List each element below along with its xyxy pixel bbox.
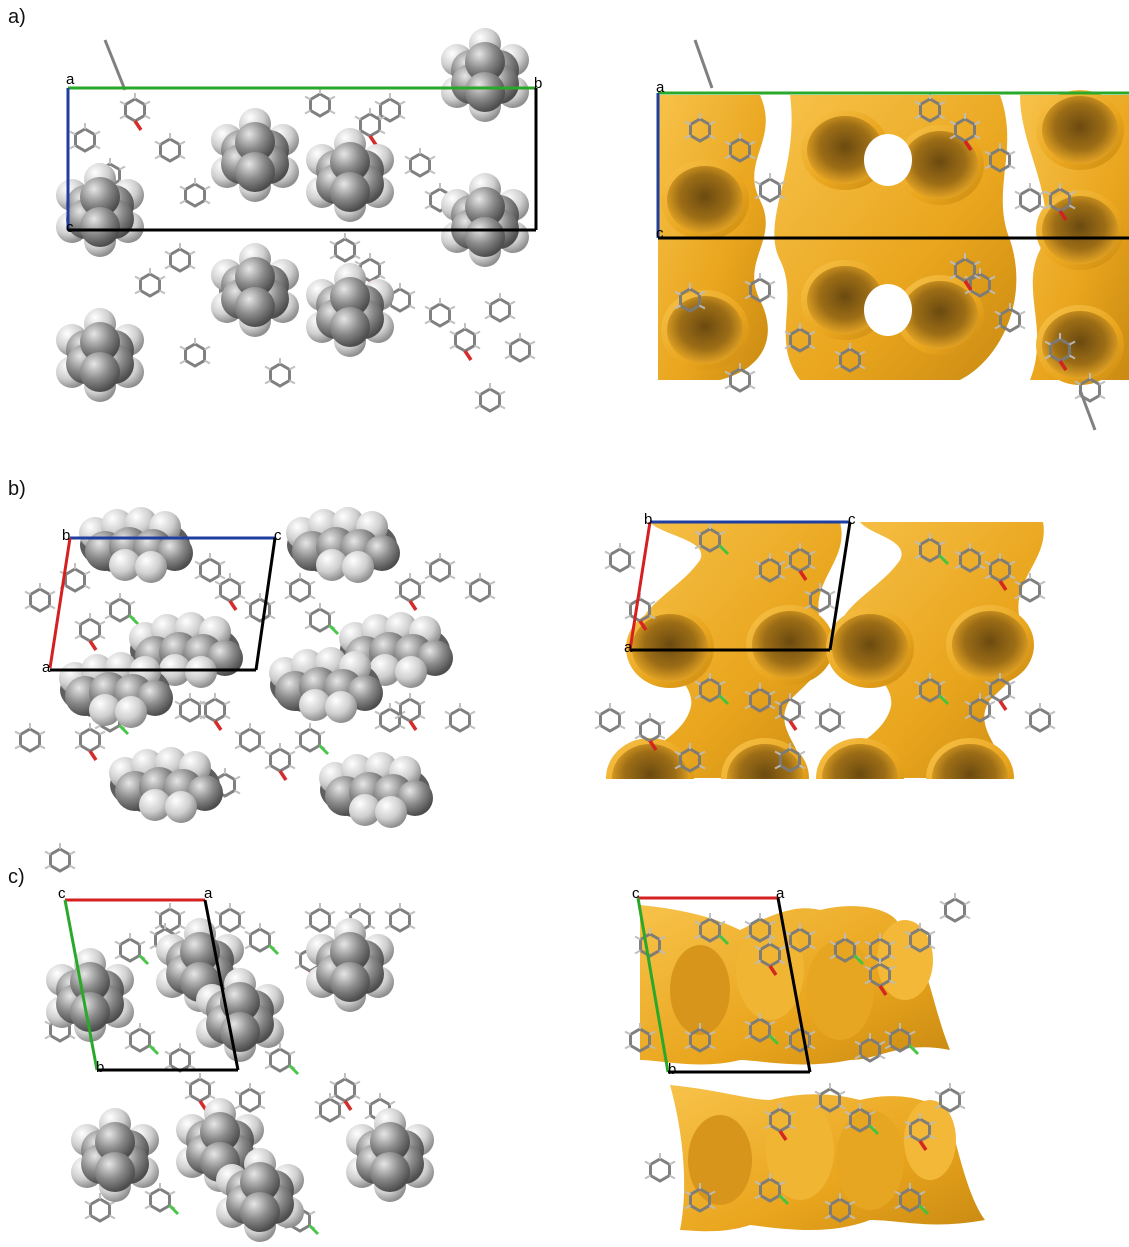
axis-label: c	[656, 225, 664, 242]
axis-label: a	[42, 659, 51, 676]
panel-b-left-packing	[13, 507, 497, 828]
axis-label: a	[776, 885, 785, 902]
panel-label-a: a)	[8, 6, 26, 28]
axis-label: a	[624, 639, 633, 656]
axis-label: b	[96, 1059, 104, 1076]
axis-label: b	[644, 511, 652, 528]
axis-label: c	[58, 885, 66, 902]
axis-label: b	[62, 527, 70, 544]
panel-label-c: c)	[8, 866, 25, 888]
axis-label: c	[274, 527, 282, 544]
axis-label: b	[534, 75, 542, 92]
panel-a-right-void-map	[656, 39, 1129, 431]
axis-label: a	[656, 79, 665, 96]
panel-c-left-packing	[43, 841, 434, 1242]
panel-b-right-void-map	[593, 520, 1057, 839]
panel-a-left-packing	[56, 28, 538, 413]
axis-label: c	[66, 219, 74, 236]
axis-label: a	[204, 885, 213, 902]
axis-label: c	[632, 885, 640, 902]
axis-label: b	[668, 1061, 676, 1078]
axis-label: c	[848, 511, 856, 528]
panel-label-b: b)	[8, 478, 26, 500]
axis-label: a	[66, 71, 75, 88]
panel-c-right-void-map	[623, 891, 985, 1232]
